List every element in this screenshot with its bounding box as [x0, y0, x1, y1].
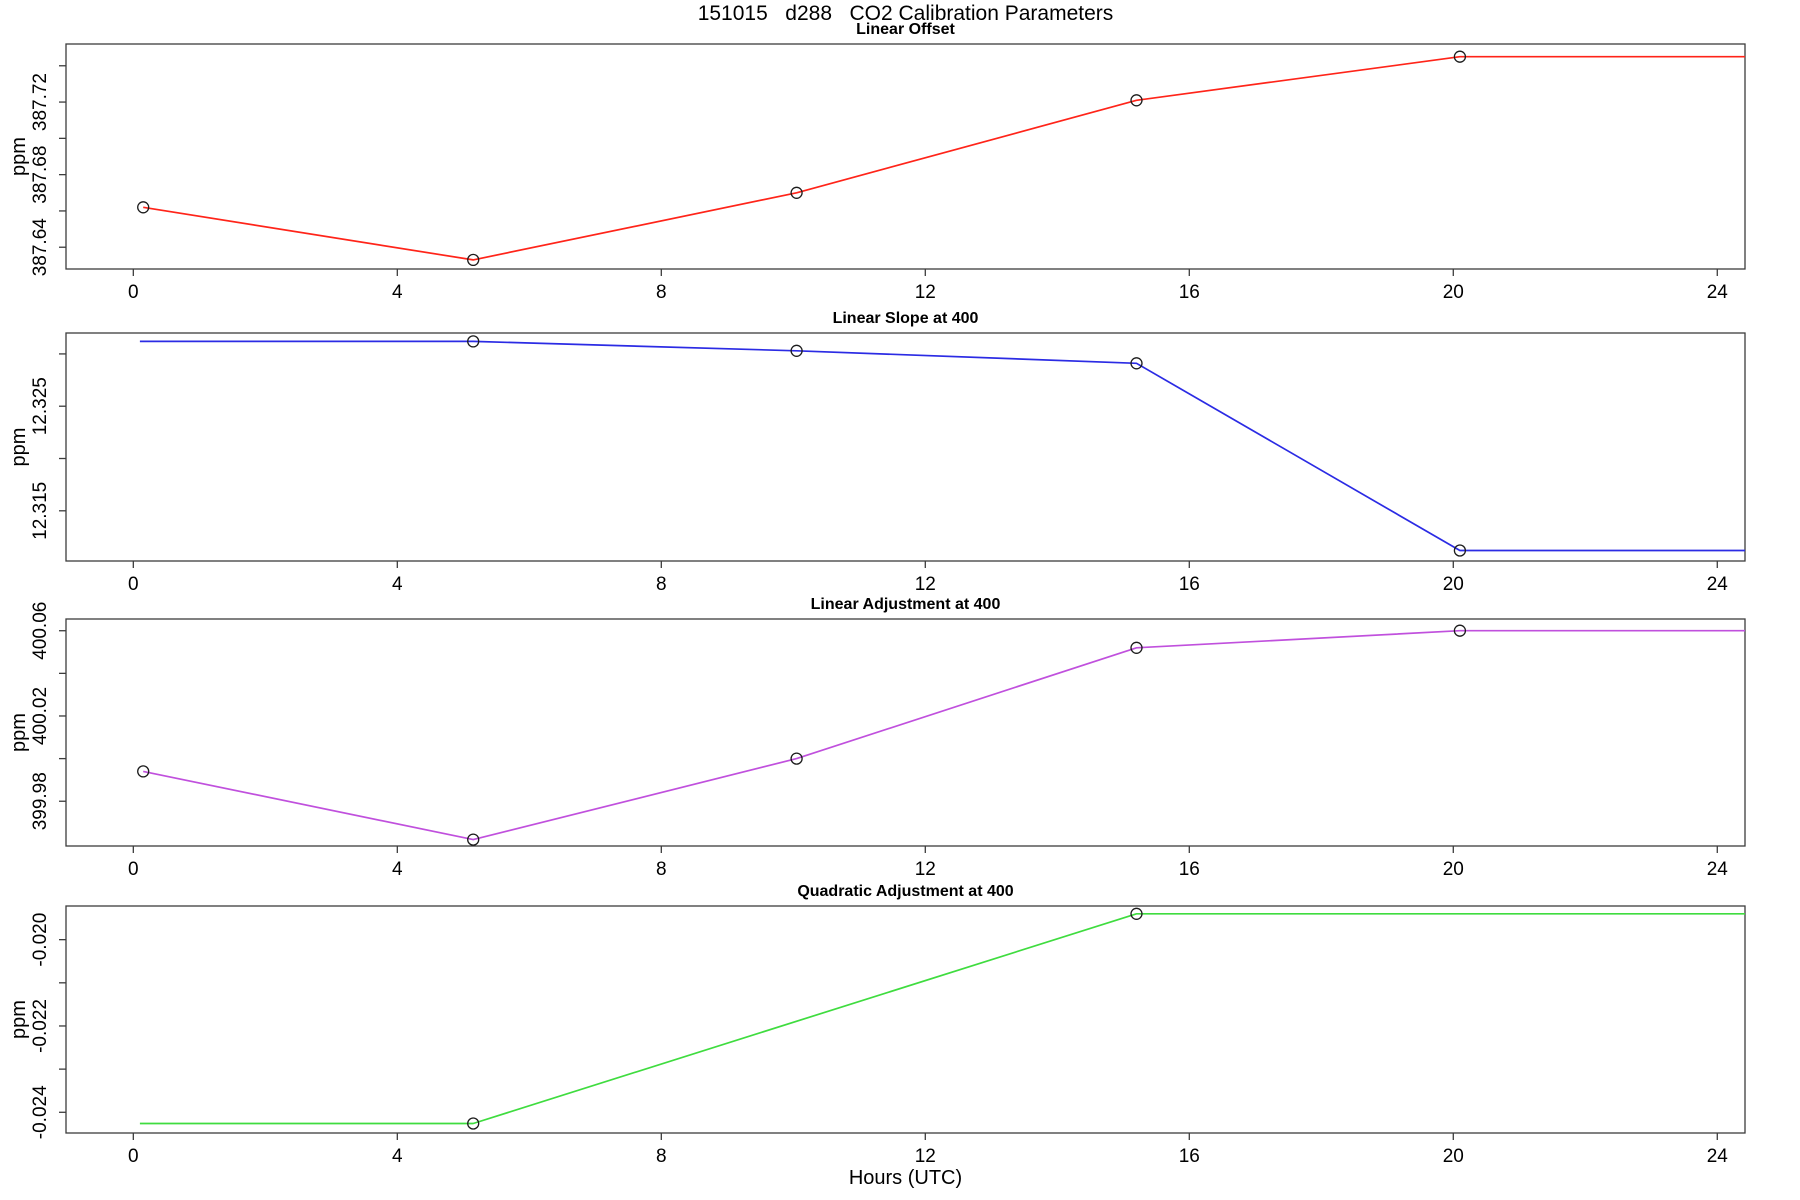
- y-tick-label: 12.315: [30, 482, 51, 540]
- x-tick-label: 4: [392, 574, 403, 595]
- linear-offset-line: [143, 55, 1745, 261]
- x-tick-label: 0: [128, 282, 139, 303]
- x-tick-label: 8: [656, 282, 667, 303]
- linear-slope-at-400-point: [1453, 544, 1467, 557]
- y-tick-label: -0.020: [30, 913, 51, 967]
- panel-title-linear-offset: Linear Offset: [856, 21, 955, 38]
- linear-adjustment-at-400-point: [1453, 624, 1467, 637]
- linear-offset-point: [1453, 50, 1467, 63]
- linear-adjustment-at-400-point: [467, 833, 480, 846]
- linear-slope-at-400-line: [139, 340, 1745, 552]
- linear-offset-point: [790, 186, 803, 199]
- y-tick-label: 400.06: [30, 602, 51, 660]
- linear-slope-at-400-point: [790, 344, 803, 357]
- quadratic-adjustment-at-400-point: [467, 1117, 480, 1130]
- x-tick-label: 4: [392, 1146, 403, 1167]
- quadratic-adjustment-at-400-ylabel: ppm: [8, 1000, 30, 1039]
- x-tick-label: 0: [128, 1146, 139, 1167]
- x-tick-label: 24: [1707, 1146, 1729, 1167]
- y-tick-label: 387.64: [30, 218, 51, 277]
- linear-offset-point: [1130, 94, 1143, 107]
- linear-offset-border: [65, 43, 1746, 270]
- x-axis-title: Hours (UTC): [848, 1167, 963, 1189]
- linear-adjustment-at-400-point: [137, 765, 150, 778]
- x-tick-label: 16: [1179, 859, 1200, 880]
- linear-adjustment-at-400-ylabel: ppm: [8, 713, 30, 752]
- linear-offset-ylabel: ppm: [8, 137, 30, 176]
- linear-offset-point: [137, 201, 150, 214]
- x-tick-label: 16: [1179, 574, 1200, 595]
- x-tick-label: 8: [656, 574, 667, 595]
- y-tick-label: 12.325: [30, 377, 51, 435]
- x-tick-label: 20: [1443, 282, 1464, 303]
- panel-title-linear-adjustment: Linear Adjustment at 400: [810, 596, 1001, 613]
- linear-slope-at-400-ylabel: ppm: [8, 428, 30, 467]
- x-tick-label: 20: [1443, 1146, 1464, 1167]
- x-tick-label: 16: [1179, 282, 1200, 303]
- linear-slope-at-400-point: [1130, 357, 1143, 370]
- quadratic-adjustment-at-400-point: [1130, 907, 1143, 920]
- linear-adjustment-at-400-border: [65, 618, 1746, 847]
- quadratic-adjustment-at-400-border: [65, 905, 1746, 1134]
- x-tick-label: 12: [915, 1146, 936, 1167]
- x-tick-label: 16: [1179, 1146, 1200, 1167]
- y-tick-label: -0.022: [30, 999, 51, 1053]
- x-tick-label: 4: [392, 859, 403, 880]
- y-tick-label: 387.68: [30, 146, 51, 204]
- linear-adjustment-at-400-point: [1130, 641, 1143, 654]
- y-tick-label: 387.72: [30, 73, 51, 131]
- x-tick-label: 12: [915, 859, 936, 880]
- x-tick-label: 24: [1707, 574, 1729, 595]
- x-tick-label: 12: [915, 282, 936, 303]
- x-tick-label: 12: [915, 574, 936, 595]
- x-tick-label: 0: [128, 859, 139, 880]
- x-tick-label: 0: [128, 574, 139, 595]
- y-tick-label: -0.024: [30, 1085, 51, 1139]
- linear-slope-at-400-border: [65, 332, 1746, 562]
- x-tick-label: 8: [656, 1146, 667, 1167]
- x-tick-label: 20: [1443, 574, 1464, 595]
- x-tick-label: 4: [392, 282, 403, 303]
- panel-title-quadratic-adjustment: Quadratic Adjustment at 400: [797, 883, 1014, 900]
- linear-slope-at-400-point: [467, 335, 480, 348]
- quadratic-adjustment-at-400-line: [139, 912, 1745, 1125]
- panel-linear-adjustment-at-400: 0 4 8 12 16 20 24 399.98 400.02 400.06 ppm: [8, 602, 1746, 880]
- x-tick-label: 20: [1443, 859, 1464, 880]
- y-tick-label: 400.02: [30, 687, 51, 745]
- panel-quadratic-adjustment-at-400: 0 4 8 12 16 20 24 -0.024 -0.022 -0.020 ppm: [8, 905, 1746, 1167]
- linear-offset-point: [467, 253, 480, 267]
- x-tick-label: 24: [1707, 859, 1729, 880]
- page-title: 151015 d288 CO2 Calibration Parameters: [697, 2, 1114, 25]
- x-tick-label: 8: [656, 859, 667, 880]
- linear-adjustment-at-400-line: [143, 629, 1745, 841]
- y-tick-label: 399.98: [30, 772, 51, 830]
- linear-adjustment-at-400-point: [790, 752, 803, 765]
- x-tick-label: 24: [1707, 282, 1729, 303]
- panel-title-linear-slope: Linear Slope at 400: [832, 310, 979, 327]
